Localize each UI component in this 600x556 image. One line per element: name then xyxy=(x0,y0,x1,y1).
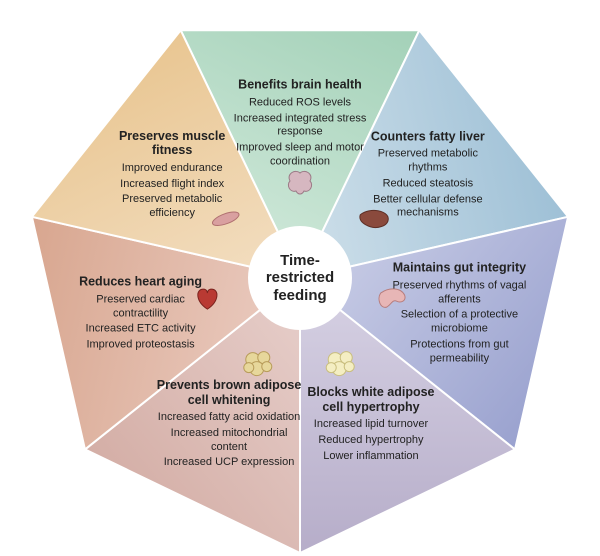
white-fat-icon xyxy=(326,352,354,376)
brain-icon xyxy=(288,171,311,194)
center-label-line: restricted xyxy=(266,269,334,286)
trf-heptagon-infographic: Benefits brain healthReduced ROS levelsI… xyxy=(0,0,600,556)
center-label-line: feeding xyxy=(273,287,326,304)
center-label: Time-restrictedfeeding xyxy=(266,252,334,304)
center-label-line: Time- xyxy=(280,252,320,269)
brown-fat-icon xyxy=(244,352,272,376)
